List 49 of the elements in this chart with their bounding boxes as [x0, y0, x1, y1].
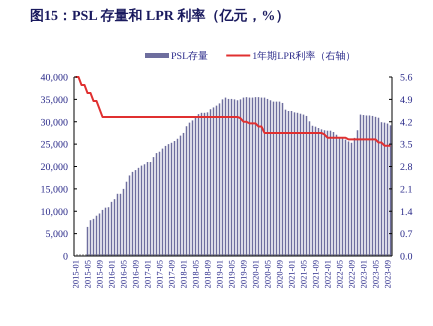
y-tick-label: 30,000: [40, 117, 68, 128]
y-tick-label: 5,000: [46, 229, 68, 240]
x-tick-label: 2021-05: [298, 260, 308, 288]
x-tick-label: 2018-05: [190, 260, 200, 288]
y2-tick-label: 4.2: [400, 117, 412, 128]
x-tick-label: 2022-09: [346, 260, 356, 288]
x-tick-label: 2020-09: [274, 260, 284, 288]
x-tick-label: 2019-05: [226, 260, 236, 288]
x-tick-label: 2018-09: [202, 260, 212, 288]
x-tick-label: 2021-09: [310, 260, 320, 288]
x-tick-label: 2016-09: [130, 260, 140, 288]
legend-label: PSL存量: [171, 50, 208, 62]
y-tick-label: 0: [63, 252, 68, 262]
x-tick-label: 2023-05: [370, 260, 380, 288]
x-tick-label: 2022-05: [334, 260, 344, 288]
x-tick-label: 2015-09: [94, 260, 104, 288]
x-tick-label: 2020-05: [262, 260, 272, 288]
x-tick-label: 2022-01: [322, 260, 332, 288]
x-tick-label: 2016-01: [106, 260, 116, 288]
x-tick-label: 2018-01: [178, 260, 188, 288]
line-series: [74, 76, 392, 147]
y2-tick-label: 5.6: [400, 72, 412, 84]
y-tick-label: 40,000: [40, 72, 68, 84]
x-tick-label: 2015-05: [82, 260, 92, 288]
y2-tick-label: 0.0: [400, 252, 412, 262]
x-tick-label: 2017-01: [142, 260, 152, 288]
x-tick-label: 2019-01: [214, 260, 224, 288]
x-tick-label: 2023-01: [358, 260, 368, 288]
chart-title: 图15：PSL 存量和 LPR 利率（亿元，%）: [30, 7, 290, 24]
y2-tick-label: 3.5: [400, 140, 412, 151]
x-tick-label: 2023-09: [382, 260, 392, 288]
x-tick-label: 2019-09: [238, 260, 248, 288]
x-tick-label: 2020-01: [250, 260, 260, 288]
y2-tick-label: 4.9: [400, 94, 412, 106]
x-tick-label: 2015-01: [70, 260, 80, 288]
y-tick-label: 15,000: [40, 184, 68, 196]
y2-tick-label: 0.7: [400, 229, 412, 240]
y-tick-label: 25,000: [40, 140, 68, 151]
y2-tick-label: 2.1: [400, 184, 412, 196]
y-tick-label: 20,000: [40, 162, 68, 173]
y2-tick-label: 1.4: [400, 206, 412, 218]
y-tick-label: 35,000: [40, 94, 68, 106]
legend-label: 1年期LPR利率（右轴）: [252, 50, 356, 62]
x-tick-label: 2021-01: [286, 260, 296, 288]
y-tick-label: 10,000: [40, 206, 68, 218]
x-tick-label: 2016-05: [118, 260, 128, 288]
x-tick-label: 2017-09: [166, 260, 176, 288]
x-tick-label: 2017-05: [154, 260, 164, 288]
y2-tick-label: 2.8: [400, 162, 412, 173]
